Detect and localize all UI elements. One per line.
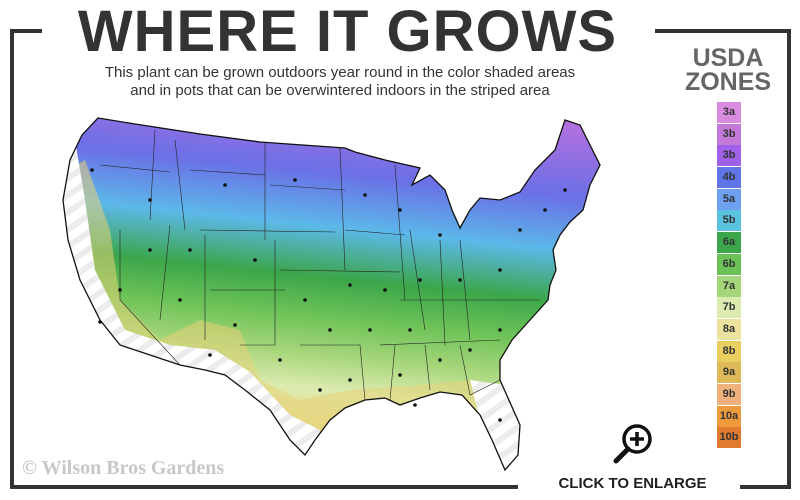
city-dot <box>468 348 472 352</box>
city-dot <box>438 233 442 237</box>
city-dot <box>458 278 462 282</box>
city-dot <box>208 353 212 357</box>
legend-zone-10b: 10b <box>717 427 741 449</box>
city-dot <box>148 248 152 252</box>
city-dot <box>223 183 227 187</box>
city-dot <box>518 228 522 232</box>
city-dot <box>328 328 332 332</box>
city-dot <box>368 328 372 332</box>
city-dot <box>348 378 352 382</box>
city-dot <box>408 328 412 332</box>
city-dot <box>413 403 417 407</box>
frame-top-left <box>10 29 42 33</box>
legend-zone-3a: 3a <box>717 102 741 123</box>
legend-zone-8b: 8b <box>717 340 741 362</box>
city-dot <box>418 278 422 282</box>
legend-zone-8a: 8a <box>717 318 741 340</box>
city-dot <box>90 168 94 172</box>
city-dot <box>278 358 282 362</box>
legend-zone-4b: 4b <box>717 167 741 189</box>
magnifier-plus-icon <box>613 424 652 464</box>
city-dots <box>90 168 567 422</box>
frame-left <box>10 29 14 489</box>
city-dot <box>253 258 257 262</box>
city-dot <box>148 198 152 202</box>
click-to-enlarge-button[interactable]: CLICK TO ENLARGE <box>530 422 735 492</box>
legend-zone-3b: 3b <box>717 145 741 167</box>
subtitle-line-2: and in pots that can be overwintered ind… <box>130 82 550 99</box>
city-dot <box>563 188 567 192</box>
legend-zone-5b: 5b <box>717 210 741 232</box>
city-dot <box>438 358 442 362</box>
legend-zone-5a: 5a <box>717 188 741 210</box>
city-dot <box>178 298 182 302</box>
page-title: WHERE IT GROWS <box>77 0 618 64</box>
enlarge-label: CLICK TO ENLARGE <box>558 475 707 492</box>
city-dot <box>398 208 402 212</box>
copyright-watermark: © Wilson Bros Gardens <box>22 457 225 479</box>
legend-zone-7b: 7b <box>717 297 741 319</box>
legend-zone-7a: 7a <box>717 275 741 297</box>
city-dot <box>188 248 192 252</box>
subtitle-line-1: This plant can be grown outdoors year ro… <box>104 64 576 81</box>
legend-zone-9b: 9b <box>717 383 741 405</box>
legend-zone-6a: 6a <box>717 232 741 254</box>
city-dot <box>498 328 502 332</box>
legend-title-line-2: ZONES <box>684 68 772 96</box>
frame-top-right <box>655 29 791 33</box>
city-dot <box>383 288 387 292</box>
frame-bottom-left <box>10 485 518 489</box>
legend-title: USDA ZONES <box>672 44 784 96</box>
city-dot <box>233 323 237 327</box>
city-dot <box>543 208 547 212</box>
legend-zone-9a: 9a <box>717 362 741 384</box>
legend-title-line-1: USDA <box>692 44 764 72</box>
zone-legend: 3a 3b 3b 4b 5a 5b 6a 6b 7a 7b 8a 8b 9a 9b 10a 10b <box>717 102 741 449</box>
city-dot <box>363 193 367 197</box>
city-dot <box>498 268 502 272</box>
city-dot <box>293 178 297 182</box>
city-dot <box>98 320 102 324</box>
legend-zone-3b: 3b <box>717 123 741 145</box>
city-dot <box>398 373 402 377</box>
zone-shading <box>63 118 600 470</box>
city-dot <box>348 283 352 287</box>
legend-zone-6b: 6b <box>717 253 741 275</box>
legend-zone-10a: 10a <box>717 405 741 427</box>
city-dot <box>318 388 322 392</box>
city-dot <box>498 418 502 422</box>
subtitle: This plant can be grown outdoors year ro… <box>40 64 640 100</box>
city-dot <box>303 298 307 302</box>
city-dot <box>118 288 122 292</box>
frame-bottom-right <box>740 485 791 489</box>
frame-right <box>787 29 791 489</box>
state-borders <box>99 129 540 401</box>
